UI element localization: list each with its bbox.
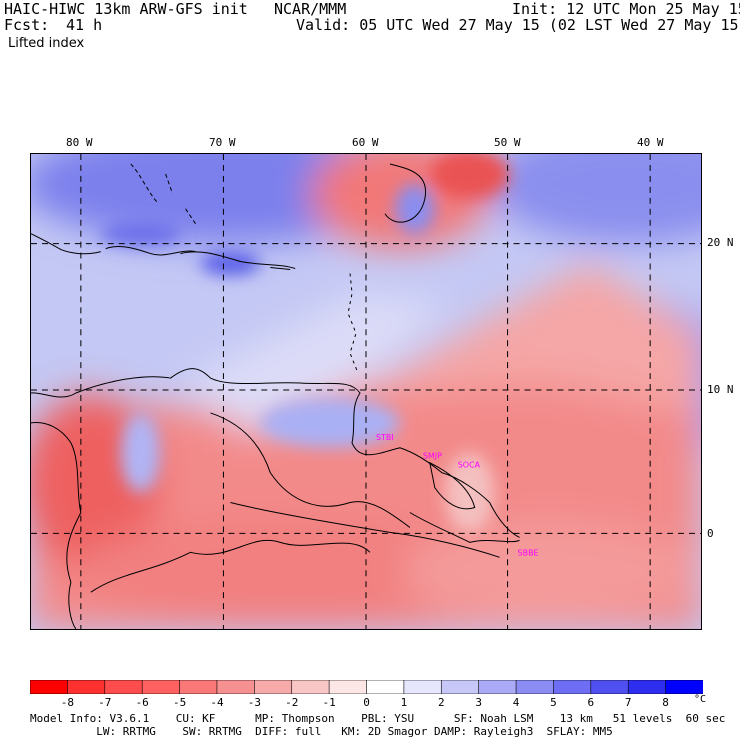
guiana-contour [429, 461, 476, 510]
field-name: Lifted index [8, 36, 85, 51]
colorbar-swatch [553, 680, 592, 694]
colorbar-tick-label: 3 [475, 696, 482, 709]
station-label: SOCA [458, 461, 481, 470]
yucatan-coast [31, 233, 101, 255]
colorbar-tick-label: -1 [322, 696, 336, 709]
colorbar-tick-label: -8 [60, 696, 75, 709]
colorbar-unit: °C [694, 694, 707, 705]
colorbar-swatch [216, 680, 256, 694]
colorbar-swatch [254, 680, 293, 694]
colorbar-swatch [627, 680, 667, 694]
lat-label-20n: 20 N [707, 236, 734, 249]
colorbar-tick-label: 1 [400, 696, 408, 709]
colorbar-tick-label: 6 [587, 696, 595, 709]
hispaniola-coast [180, 251, 296, 269]
colorbar-swatch [590, 680, 630, 694]
colorbar-swatch [67, 680, 106, 694]
contour-north [384, 163, 427, 223]
coastlines [31, 163, 520, 629]
colorbar-tick-label: 8 [662, 696, 669, 709]
lon-label-60w: 60 W [352, 136, 379, 149]
colorbar-tick-label: 7 [624, 696, 632, 709]
lifted-index-map: STBI SMJP SOCA SBBE [30, 153, 702, 630]
colorbar-swatch [104, 680, 143, 694]
lat-label-10n: 10 N [707, 383, 734, 396]
contour-south [90, 539, 371, 593]
station-label: STBI [376, 433, 394, 442]
colorbar-tick-label: -4 [210, 696, 224, 709]
colorbar-swatch [515, 680, 555, 694]
model-info-line1: Model Info: V3.6.1 CU: KF MP: Thompson P… [30, 712, 726, 725]
valid-time: Valid: 05 UTC Wed 27 May 15 (02 LST Wed … [296, 16, 740, 34]
amazon-river [230, 502, 500, 558]
colorbar-tick-label: 5 [550, 696, 557, 709]
colorbar-swatch [478, 680, 517, 694]
colorbar-tick-label: 2 [437, 696, 445, 709]
model-title: HAIC-HIWC 13km ARW-GFS init [4, 0, 248, 18]
station-label: SBBE [518, 548, 539, 557]
organization: NCAR/MMM [274, 0, 347, 18]
station-label: SMJP [423, 452, 442, 461]
orinoco-river [210, 412, 411, 528]
colorbar-tick-label: 0 [363, 696, 370, 709]
graticule [31, 154, 701, 629]
colorbar-tick-label: -6 [135, 696, 149, 709]
colorbar-tick-label: -7 [98, 696, 112, 709]
colorbar-tick-label: -5 [172, 696, 187, 709]
colorbar-swatch [291, 680, 330, 694]
colorbar-swatch [141, 680, 181, 694]
colorbar-swatch [30, 680, 69, 694]
lon-label-80w: 80 W [66, 136, 93, 149]
puerto-rico-coast [270, 267, 291, 271]
colorbar-tick-label: -3 [247, 696, 261, 709]
bahamas [130, 163, 196, 224]
colorbar-swatch [665, 680, 703, 694]
lon-label-70w: 70 W [209, 136, 236, 149]
model-info-line2: LW: RRTMG SW: RRTMG DIFF: full KM: 2D Sm… [30, 725, 613, 738]
lat-label-0: 0 [707, 527, 714, 540]
cuba-coast [105, 246, 196, 256]
forecast-label: Fcst: [4, 16, 50, 34]
colorbar-swatch [179, 680, 218, 694]
lon-label-40w: 40 W [637, 136, 664, 149]
field-detail [100, 154, 510, 533]
lesser-antilles [347, 273, 359, 374]
lon-label-50w: 50 W [494, 136, 521, 149]
colorbar-swatch [366, 680, 405, 694]
pacific-coast [31, 422, 82, 629]
forecast-hours: 41 h [66, 16, 103, 34]
init-time: Init: 12 UTC Mon 25 May 15 [512, 0, 740, 18]
colorbar-swatch [328, 680, 368, 694]
colorbar-swatch [440, 680, 480, 694]
colorbar-tick-label: 4 [512, 696, 520, 709]
colorbar-swatch [403, 680, 443, 694]
colorbar [30, 680, 703, 694]
colorbar-tick-label: -2 [285, 696, 299, 709]
